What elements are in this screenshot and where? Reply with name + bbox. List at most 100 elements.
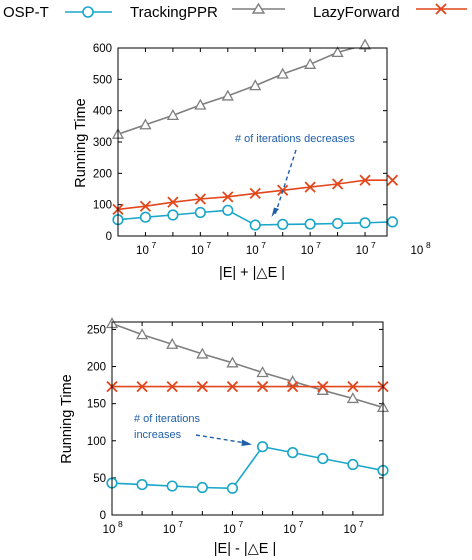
chart-bottom-point-osp-t bbox=[136, 478, 148, 491]
chart-bottom-plot-frame bbox=[111, 321, 384, 516]
chart-top-point-trackingppr bbox=[221, 89, 234, 101]
legend-triangle-marker-icon bbox=[251, 2, 266, 14]
arrowhead-icon bbox=[271, 207, 279, 217]
chart-bottom-point-trackingppr bbox=[136, 328, 149, 340]
chart-bottom-x-tick-exponent: 7 bbox=[299, 519, 304, 529]
arrowhead-icon bbox=[241, 439, 252, 446]
chart-bottom: Running Time |E| - |△E | 0 50 100 150 200 250… bbox=[59, 317, 390, 557]
chart-bottom-x-tick-exponent: 8 bbox=[118, 519, 123, 529]
chart-top-point-trackingppr bbox=[358, 38, 372, 50]
legend-label-osp-t: OSP-T bbox=[3, 4, 49, 21]
chart-bottom-point-trackingppr bbox=[196, 347, 209, 359]
chart-top-x-axis-label: |E| + |△E | bbox=[219, 265, 285, 281]
chart-bottom-point-trackingppr bbox=[226, 356, 239, 368]
chart-bottom-point-osp-t bbox=[166, 480, 178, 492]
chart-bottom-x-tick-label: 10 bbox=[343, 524, 356, 536]
chart-bottom-annotation: # of iterations increases bbox=[134, 413, 252, 446]
chart-top-point-trackingppr bbox=[166, 109, 180, 121]
chart-bottom-point-lazyforward bbox=[256, 380, 269, 393]
chart-top-x-tick-label: 10 bbox=[246, 245, 259, 257]
legend: OSP-T TrackingPPR LazyForward bbox=[3, 2, 467, 21]
chart-bottom-y-tick-label: 250 bbox=[87, 324, 106, 336]
chart-top-point-osp-t bbox=[194, 206, 206, 219]
chart-top-point-osp-t bbox=[359, 217, 371, 229]
chart-bottom-point-osp-t bbox=[256, 441, 269, 453]
chart-bottom-x-tick-label: 10 bbox=[223, 524, 236, 536]
chart-bottom-point-osp-t bbox=[226, 482, 239, 494]
chart-bottom-annotation-arrow bbox=[195, 434, 247, 444]
chart-bottom-point-lazyforward bbox=[196, 380, 208, 393]
chart-bottom-point-osp-t bbox=[287, 447, 299, 459]
legend-item-osp-t: OSP-T bbox=[3, 4, 112, 21]
chart-bottom-point-lazyforward bbox=[287, 380, 299, 393]
legend-item-trackingppr: TrackingPPR bbox=[130, 2, 285, 21]
legend-label-lazyforward: LazyForward bbox=[313, 4, 400, 21]
chart-top-x-tick-exponent: 8 bbox=[426, 240, 431, 250]
chart-bottom-x-tick-label: 10 bbox=[163, 524, 176, 536]
chart-top-y-tick-label: 600 bbox=[93, 43, 112, 55]
chart-top-point-lazyforward bbox=[167, 196, 179, 208]
chart-top-point-lazyforward bbox=[194, 193, 206, 205]
legend-label-trackingppr: TrackingPPR bbox=[130, 4, 218, 21]
chart-top-point-trackingppr bbox=[139, 118, 152, 130]
chart-bottom-point-osp-t bbox=[317, 452, 329, 465]
chart-bottom-x-tick-exponent: 7 bbox=[178, 519, 183, 529]
chart-top-series-line-lazyforward bbox=[118, 179, 387, 211]
chart-top-x-tick-label: 10 bbox=[411, 245, 424, 257]
chart-bottom-annotation-line2: increases bbox=[134, 429, 182, 441]
chart-top-x-tick-label: 10 bbox=[356, 245, 369, 257]
chart-top-point-lazyforward bbox=[249, 187, 261, 200]
chart-top-point-osp-t bbox=[222, 204, 234, 216]
chart-bottom-y-axis-label: Running Time bbox=[59, 374, 75, 463]
chart-top-x-tick-label: 10 bbox=[191, 245, 204, 257]
chart-top-y-tick-label: 400 bbox=[93, 106, 112, 118]
chart-top-point-trackingppr bbox=[331, 46, 344, 58]
chart-top-point-lazyforward bbox=[222, 191, 234, 203]
chart-top-x-tick-exponent: 7 bbox=[206, 240, 211, 250]
chart-top-point-lazyforward bbox=[331, 178, 344, 190]
chart-top-point-osp-t bbox=[249, 219, 261, 231]
chart-top-point-osp-t bbox=[386, 216, 399, 228]
chart-top-x-tick-exponent: 7 bbox=[371, 240, 376, 250]
legend-circle-marker-icon bbox=[82, 6, 94, 18]
chart-top-x-tick-exponent: 7 bbox=[261, 240, 266, 250]
chart-bottom-annotation-line1: # of iterations bbox=[134, 413, 201, 425]
chart-bottom-x-tick-exponent: 7 bbox=[238, 519, 243, 529]
chart-bottom-y-tick-label: 200 bbox=[87, 362, 106, 374]
chart-top-point-lazyforward bbox=[386, 174, 399, 186]
chart-bottom-series bbox=[105, 317, 390, 494]
chart-top-point-trackingppr bbox=[276, 67, 289, 79]
chart-top-point-osp-t bbox=[304, 218, 316, 230]
chart-bottom-point-osp-t bbox=[347, 458, 359, 471]
chart-top-x-tick-exponent: 7 bbox=[151, 240, 156, 250]
chart-bottom-y-tick-label: 0 bbox=[100, 510, 106, 522]
chart-bottom-x-tick-exponent: 7 bbox=[359, 519, 364, 529]
chart-top-annotation-text: # of iterations decreases bbox=[235, 133, 355, 145]
chart-top-point-trackingppr bbox=[194, 98, 207, 110]
chart-top-y-axis-label: Running Time bbox=[73, 98, 89, 187]
chart-top-x-tick-label: 10 bbox=[301, 245, 314, 257]
chart-bottom-x-tick-label: 10 bbox=[283, 524, 296, 536]
chart-top-x-tick-exponent: 7 bbox=[316, 240, 321, 250]
chart-bottom-series-line-osp-t bbox=[112, 445, 383, 490]
chart-bottom-point-lazyforward bbox=[166, 380, 178, 393]
chart-bottom-point-lazyforward bbox=[317, 380, 329, 393]
chart-bottom-point-lazyforward bbox=[136, 380, 148, 393]
chart-bottom-x-axis-label: |E| - |△E | bbox=[214, 541, 276, 557]
chart-bottom-y-tick-label: 150 bbox=[87, 399, 106, 411]
chart-bottom-point-trackingppr bbox=[346, 392, 359, 404]
chart-top-point-osp-t bbox=[331, 217, 344, 230]
chart-top-point-lazyforward bbox=[304, 181, 316, 193]
chart-top-annotation-arrow bbox=[274, 149, 297, 216]
chart-top-y-tick-label: 300 bbox=[93, 137, 112, 149]
chart-top-point-osp-t bbox=[139, 211, 152, 223]
chart-top-point-trackingppr bbox=[249, 79, 262, 91]
chart-top-y-tick-label: 200 bbox=[93, 168, 112, 180]
chart-bottom-y-tick-label: 50 bbox=[93, 473, 106, 485]
chart-bottom-point-lazyforward bbox=[226, 380, 239, 393]
chart-top-plot-frame bbox=[117, 47, 388, 237]
legend-item-lazyforward: LazyForward bbox=[313, 3, 467, 21]
